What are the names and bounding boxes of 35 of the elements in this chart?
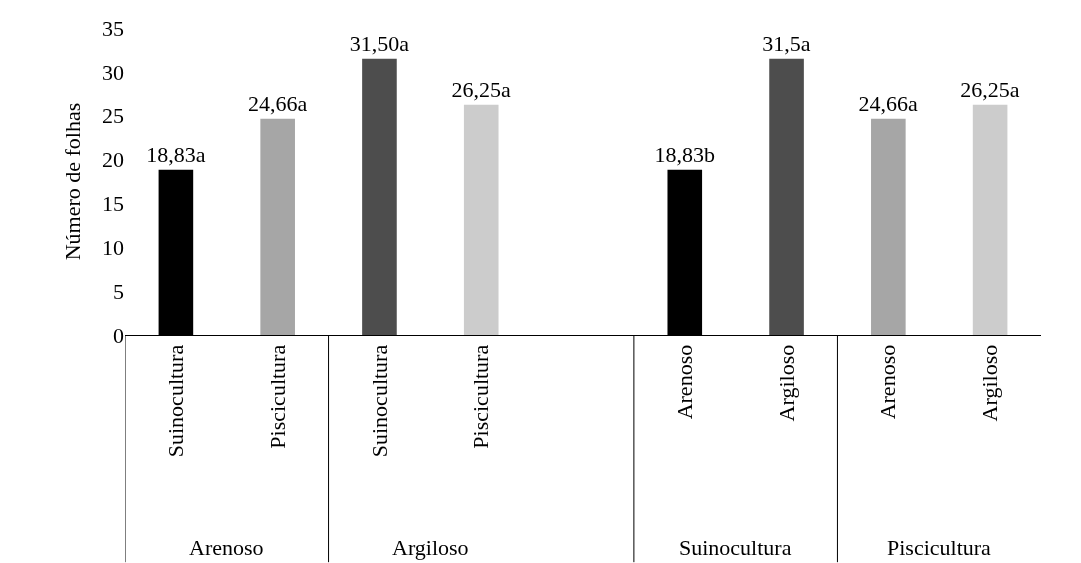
- y-tick-label: 20: [102, 147, 124, 173]
- bar: [972, 104, 1008, 335]
- x-tick-label: Argiloso: [977, 344, 1003, 422]
- text: Suinocultura: [679, 535, 792, 560]
- bar: [463, 104, 499, 335]
- y-tick-label: 35: [102, 15, 124, 41]
- bar: [362, 58, 397, 335]
- data-label: 31,50a: [349, 30, 410, 56]
- y-tick-label: 15: [102, 191, 124, 217]
- y-axis-title: Número de folhas: [59, 102, 85, 261]
- x-tick-label: Suinocultura: [163, 344, 189, 458]
- x-tick-label: Argiloso: [773, 344, 799, 422]
- data-label: 31,5a: [762, 30, 811, 56]
- data-label: 18,83a: [146, 141, 206, 167]
- data-label: 24,66a: [247, 90, 308, 116]
- bar: [769, 58, 804, 335]
- text: Piscicultura: [887, 535, 992, 560]
- data-label: 26,25a: [451, 76, 511, 102]
- x-tick-label: Piscicultura: [264, 344, 290, 449]
- text: Arenoso: [189, 535, 264, 560]
- x-tick-label: Arenoso: [671, 344, 697, 420]
- y-tick-label: 0: [113, 322, 124, 348]
- x-tick-label: Piscicultura: [468, 344, 494, 449]
- x-tick-label: Suinocultura: [366, 344, 392, 458]
- x-tick-label: Arenoso: [875, 344, 901, 420]
- bar: [260, 118, 295, 335]
- bar: [871, 118, 906, 335]
- y-tick-label: 5: [113, 278, 124, 304]
- text: Argiloso: [392, 535, 469, 560]
- y-tick-label: 25: [102, 103, 124, 129]
- y-tick-label: 30: [102, 59, 124, 85]
- data-label: 26,25a: [960, 76, 1020, 102]
- data-label: 24,66a: [858, 90, 919, 116]
- data-label: 18,83b: [654, 141, 716, 167]
- y-tick-label: 10: [102, 234, 124, 260]
